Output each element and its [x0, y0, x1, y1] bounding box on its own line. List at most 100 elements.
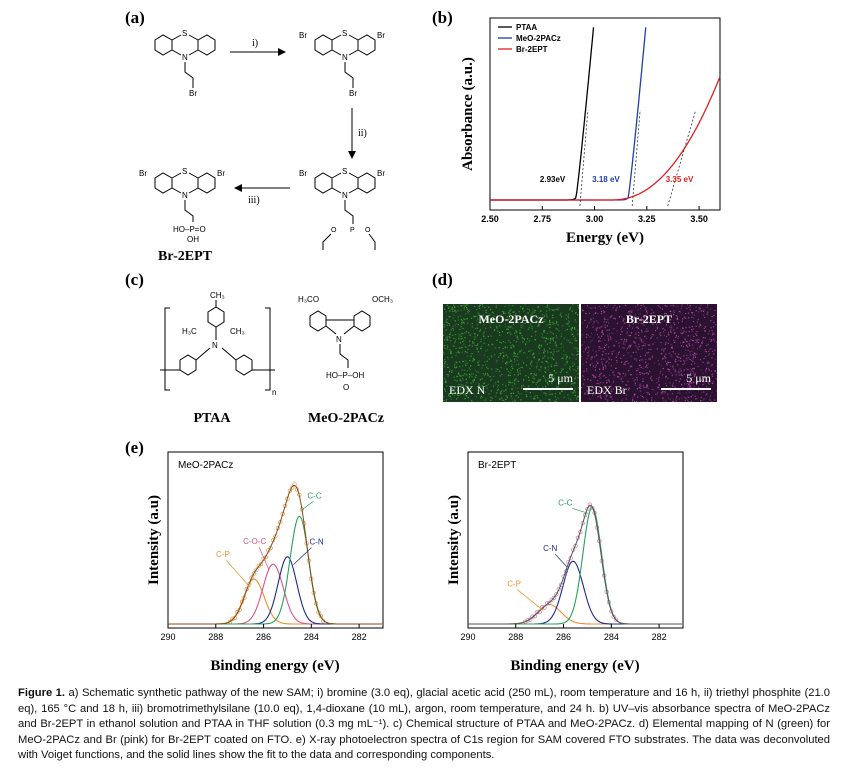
- ptaa-n-atom: N: [212, 341, 218, 350]
- data-point: [587, 502, 592, 507]
- xps-chart-meo: 290 288 286 284 282 C-C C-N C-O-C C-P MeO-2PACz…: [146, 451, 384, 674]
- xps-title: MeO-2PACz: [178, 460, 233, 471]
- atom-br: Br: [299, 31, 307, 40]
- meo-acid: HO–P–OH: [326, 371, 364, 380]
- legend-entry: PTAA: [516, 23, 537, 32]
- atom-s: S: [342, 29, 347, 38]
- atom-s: S: [182, 29, 187, 38]
- onset-tangent: [667, 109, 697, 207]
- panel-label-a: (a): [125, 8, 145, 27]
- edx-right-scale: 5 μm: [686, 371, 711, 385]
- component-label-C-C: C-C: [558, 498, 572, 507]
- fit-envelope: [468, 504, 682, 625]
- caption-text: a) Schematic synthetic pathway of the ne…: [18, 687, 830, 762]
- panel-label-b: (b): [432, 8, 453, 27]
- data-point: [254, 567, 259, 572]
- step-ii-label: ii): [358, 128, 367, 139]
- x-axis-label: Energy (eV): [566, 230, 644, 246]
- data-point: [290, 485, 295, 490]
- data-point: [230, 616, 235, 621]
- scale-bar: [523, 388, 573, 390]
- series-line-MeO-2PACz: [490, 27, 647, 201]
- y-axis-label: Intensity (a.u): [146, 495, 162, 585]
- ptaa-structure: n CH₃ H₃C CH₃ N PTAA: [160, 291, 276, 426]
- data-point: [547, 601, 552, 606]
- label-leader: [554, 553, 568, 568]
- atom-n: N: [342, 53, 348, 62]
- component-label-C-P: C-P: [507, 580, 521, 589]
- onset-label: 3.18 eV: [592, 175, 620, 184]
- meo-n-atom: N: [336, 335, 342, 344]
- uv-vis-chart: 2.50 2.75 3.00 3.25 3.50 PTAA MeO-2PACz Br-2EP…: [460, 17, 721, 246]
- data-point: [292, 482, 297, 487]
- atom-o: O: [331, 227, 337, 234]
- data-point: [251, 571, 257, 576]
- component-C-C: [468, 506, 682, 625]
- component-C-C: [168, 515, 382, 625]
- meo-och3: OCH₃: [372, 295, 393, 304]
- x-tick-label: 2.50: [481, 214, 499, 224]
- synthesis-scheme: S N Br i) S N Br Br Br ii) S N Br Br O P…: [139, 29, 385, 264]
- data-point: [525, 618, 530, 623]
- meo-name: MeO-2PACz: [308, 411, 384, 426]
- xps-chart-br: 290 288 286 284 282 C-C C-N C-P Br-2EPT Bindin…: [446, 451, 684, 674]
- x-tick-label: 3.25: [638, 214, 656, 224]
- caption-label: Figure 1.: [18, 687, 66, 699]
- edx-right-title: Br-2EPT: [625, 312, 673, 326]
- atom-br: Br: [299, 169, 307, 178]
- phosphonic-acid: HO–P=O: [173, 225, 206, 234]
- x-tick-label: 290: [460, 632, 475, 642]
- ptaa-h3c: H₃C: [182, 327, 197, 336]
- ptaa-name: PTAA: [193, 411, 231, 426]
- meo-o-atom: O: [343, 383, 349, 392]
- xps-title: Br-2EPT: [478, 460, 516, 471]
- atom-br: Br: [189, 89, 197, 98]
- data-point: [585, 506, 590, 512]
- atom-o: O: [365, 227, 371, 234]
- data-point: [590, 505, 595, 510]
- atom-n: N: [182, 53, 188, 62]
- label-leader: [301, 501, 314, 511]
- label-leader: [517, 589, 544, 611]
- data-point: [554, 592, 559, 597]
- x-tick-label: 286: [256, 632, 271, 642]
- x-tick-label: 3.00: [586, 214, 604, 224]
- panel-label-d: (d): [432, 270, 453, 289]
- x-tick-label: 282: [652, 632, 667, 642]
- onset-label: 3.35 eV: [666, 175, 694, 184]
- x-tick-label: 286: [556, 632, 571, 642]
- x-axis-label: Binding energy (eV): [510, 658, 639, 674]
- data-point: [611, 614, 616, 619]
- x-tick-label: 288: [508, 632, 523, 642]
- chemical-structures: n CH₃ H₃C CH₃ N PTAA H₃C O OCH₃ N HO–P–OH…: [160, 291, 393, 426]
- component-label-C-O-C: C-O-C: [243, 537, 266, 546]
- x-tick-label: 284: [604, 632, 619, 642]
- onset-label: 2.93eV: [540, 175, 566, 184]
- fit-envelope: [168, 484, 382, 625]
- edx-map-br: Br-2EPT EDX Br 5 μm: [581, 304, 717, 402]
- component-label-C-N: C-N: [543, 544, 557, 553]
- figure-caption: Figure 1. a) Schematic synthetic pathway…: [18, 686, 830, 764]
- data-point: [551, 595, 557, 600]
- label-leader: [258, 547, 270, 571]
- atom-br: Br: [139, 169, 147, 178]
- component-C-N: [468, 560, 682, 625]
- atom-n: N: [342, 191, 348, 200]
- data-point: [614, 617, 619, 622]
- data-point: [249, 575, 254, 580]
- product-name: Br-2EPT: [158, 249, 213, 264]
- legend-entry: MeO-2PACz: [516, 34, 561, 43]
- component-label-C-N: C-N: [309, 538, 323, 547]
- data-point: [523, 619, 528, 624]
- atom-br: Br: [217, 169, 225, 178]
- data-point: [556, 587, 561, 592]
- label-leader: [293, 547, 312, 565]
- component-C-N: [168, 556, 382, 625]
- atom-br: Br: [377, 169, 385, 178]
- y-axis-label: Absorbance (a.u.): [460, 57, 476, 171]
- atom-n: N: [182, 191, 188, 200]
- ptaa-ch3-right: CH₃: [230, 327, 245, 336]
- series-line-Br-2EPT: [490, 76, 721, 201]
- x-axis-label: Binding energy (eV): [210, 658, 339, 674]
- component-C-O-C: [168, 563, 382, 625]
